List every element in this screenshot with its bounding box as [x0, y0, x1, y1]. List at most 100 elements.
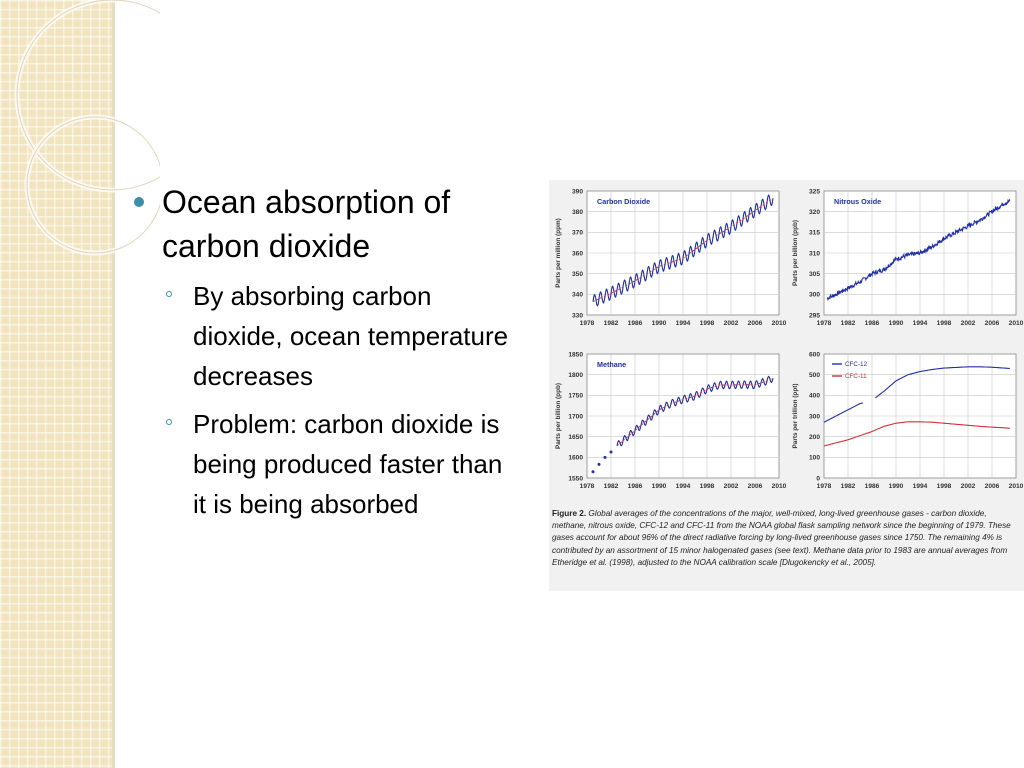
y-tick-label: 295 [809, 312, 820, 319]
y-tick-label: 300 [809, 292, 820, 299]
series-line [823, 366, 1010, 423]
series-line [826, 198, 1011, 301]
chart-title: Nitrous Oxide [834, 197, 881, 206]
legend-label: CFC-11 [845, 373, 867, 380]
caption-text: Global averages of the concentrations of… [552, 509, 1011, 567]
x-tick-label: 2006 [985, 483, 1000, 490]
x-tick-label: 1990 [889, 320, 904, 327]
caption-label: Figure 2. [552, 509, 587, 518]
slide-bullets: Ocean absorption of carbon dioxide By ab… [132, 180, 522, 524]
y-axis-label: Parts per billion (ppb) [555, 383, 562, 449]
x-tick-label: 2002 [961, 320, 976, 327]
x-tick-label: 1994 [913, 483, 928, 490]
x-tick-label: 1986 [628, 483, 643, 490]
chart-title: Methane [597, 360, 626, 369]
chart-cfc: 1978 1982 1986 1990 1994 1998 2002 2006 2010 0 100… [792, 351, 1023, 490]
sub-bullet-text: By absorbing carbon dioxide, ocean tempe… [193, 281, 509, 391]
y-tick-label: 370 [572, 230, 583, 237]
chart-methane: 1978 1982 1986 1990 1994 1998 2002 2006 2010 1550… [555, 351, 786, 490]
figure-caption: Figure 2. Global averages of the concent… [552, 508, 1020, 569]
y-tick-label: 310 [809, 250, 820, 257]
x-tick-label: 1994 [676, 483, 691, 490]
x-tick-label: 1994 [676, 320, 691, 327]
sub-bullet: By absorbing carbon dioxide, ocean tempe… [162, 276, 522, 396]
y-tick-label: 500 [809, 372, 820, 379]
x-tick-label: 1982 [604, 483, 619, 490]
y-tick-label: 1550 [568, 475, 583, 482]
x-tick-label: 1998 [700, 320, 715, 327]
trend-line [592, 197, 774, 303]
x-tick-label: 2006 [748, 320, 763, 327]
main-bullet: Ocean absorption of carbon dioxide [132, 180, 522, 268]
chart-title: Carbon Dioxide [597, 197, 650, 206]
data-point [603, 455, 607, 459]
sub-bullet-text: Problem: carbon dioxide is being produce… [193, 409, 503, 519]
y-tick-label: 1700 [568, 413, 583, 420]
x-tick-label: 1990 [889, 483, 904, 490]
data-point [597, 462, 601, 466]
y-tick-label: 325 [809, 188, 820, 195]
x-tick-label: 1998 [937, 320, 952, 327]
chart-nitrous-oxide: 1978 1982 1986 1990 1994 1998 2002 2006 2010 295 3… [792, 188, 1023, 327]
y-tick-label: 1600 [568, 455, 583, 462]
x-tick-label: 1978 [817, 483, 832, 490]
decorative-circles [14, 0, 160, 256]
y-tick-label: 390 [572, 188, 583, 195]
sidebar-divider [112, 0, 115, 768]
y-tick-label: 305 [809, 271, 820, 278]
y-tick-label: 350 [572, 271, 583, 278]
y-tick-label: 330 [572, 312, 583, 319]
x-tick-label: 1986 [865, 483, 880, 490]
series-line [823, 421, 1010, 447]
bullet-dot-icon [134, 197, 144, 207]
x-tick-label: 1990 [652, 320, 667, 327]
bullet-ring-icon [166, 419, 172, 425]
x-tick-label: 2010 [772, 483, 786, 490]
y-tick-label: 360 [572, 250, 583, 257]
x-tick-label: 1982 [604, 320, 619, 327]
main-bullet-text: Ocean absorption of carbon dioxide [162, 184, 451, 264]
y-tick-label: 0 [816, 475, 820, 482]
x-tick-label: 1978 [580, 483, 595, 490]
x-tick-label: 2002 [724, 320, 739, 327]
x-tick-label: 2006 [985, 320, 1000, 327]
x-tick-label: 1998 [937, 483, 952, 490]
y-tick-label: 340 [572, 292, 583, 299]
x-tick-label: 2002 [724, 483, 739, 490]
x-tick-label: 2002 [961, 483, 976, 490]
x-tick-label: 1994 [913, 320, 928, 327]
x-tick-label: 2006 [748, 483, 763, 490]
y-tick-label: 200 [809, 434, 820, 441]
y-axis-label: Parts per billion (ppb) [792, 220, 799, 286]
data-point [591, 470, 595, 474]
chart-carbon-dioxide: 1978 1982 1986 1990 1994 1998 2002 2006 2010 330 3… [555, 188, 786, 327]
x-tick-label: 2010 [1009, 483, 1023, 490]
y-tick-label: 1850 [568, 351, 583, 358]
y-tick-label: 600 [809, 351, 820, 358]
y-tick-label: 380 [572, 209, 583, 216]
y-tick-label: 320 [809, 209, 820, 216]
x-tick-label: 2010 [772, 320, 786, 327]
x-tick-label: 1982 [841, 483, 856, 490]
x-tick-label: 1986 [865, 320, 880, 327]
trend-line [616, 377, 774, 447]
sub-bullet: Problem: carbon dioxide is being produce… [162, 404, 522, 524]
x-tick-label: 2010 [1009, 320, 1023, 327]
y-tick-label: 100 [809, 455, 820, 462]
y-axis-label: Parts per million (ppm) [555, 218, 562, 288]
y-tick-label: 315 [809, 230, 820, 237]
legend-label: CFC-12 [845, 361, 868, 368]
x-tick-label: 1998 [700, 483, 715, 490]
x-tick-label: 1986 [628, 320, 643, 327]
y-tick-label: 300 [809, 413, 820, 420]
data-point [609, 450, 613, 454]
greenhouse-gas-figure: 1978 1982 1986 1990 1994 1998 2002 2006 2010 330 3… [549, 180, 1024, 591]
y-axis-label: Parts per trillion (ppt) [792, 384, 799, 449]
y-tick-label: 1750 [568, 393, 583, 400]
y-tick-label: 1800 [568, 372, 583, 379]
x-tick-label: 1978 [817, 320, 832, 327]
bullet-ring-icon [166, 291, 172, 297]
x-tick-label: 1978 [580, 320, 595, 327]
y-tick-label: 400 [809, 393, 820, 400]
x-tick-label: 1982 [841, 320, 856, 327]
